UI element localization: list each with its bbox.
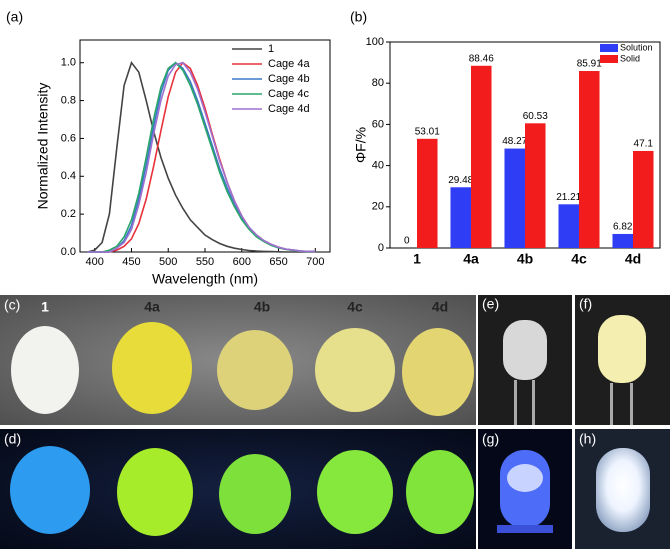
y-axis-label: Normalized Intensity: [35, 83, 51, 210]
bar: [633, 151, 654, 248]
legend-swatch: [600, 55, 618, 63]
sample-label: 4c: [347, 299, 363, 315]
x-tick-label: 450: [122, 256, 140, 268]
bar-value-label: 6.82: [613, 222, 633, 233]
panel-label: (e): [482, 296, 499, 312]
x-tick-label: 400: [86, 256, 104, 268]
x-tick-label: 500: [159, 256, 177, 268]
sample-label: 4b: [254, 299, 270, 315]
x-tick-label: 4c: [571, 251, 587, 267]
bar-value-label: 85.91: [577, 59, 602, 70]
bar: [417, 139, 438, 248]
bar-value-label: 48.27: [502, 136, 527, 147]
x-tick-label: 4a: [463, 251, 479, 267]
x-tick-label: 4d: [625, 251, 641, 267]
x-tick-label: 600: [233, 256, 251, 268]
bar-value-label: 29.48: [448, 175, 473, 186]
panel-label: (a): [6, 9, 23, 25]
bar: [471, 66, 492, 248]
panel-label: (f): [579, 296, 592, 312]
bar-value-label: 21.21: [556, 192, 581, 203]
figure: (a) (b) (c) (d) (e) (f) (g): [0, 0, 670, 549]
x-tick-label: 4b: [517, 251, 533, 267]
bar-value-label: 53.01: [415, 126, 440, 137]
legend-swatch: [600, 44, 618, 52]
bar-value-label: 88.46: [469, 53, 494, 64]
panel-label: (d): [4, 431, 21, 447]
legend-label: Cage 4d: [268, 103, 310, 115]
legend-label: Solution: [620, 42, 653, 52]
y-tick-label: 100: [366, 36, 384, 48]
y-tick-label: 1.0: [61, 57, 76, 69]
y-tick-label: 60: [372, 118, 384, 130]
legend-label: 1: [268, 43, 274, 55]
x-axis-label: Wavelength (nm): [152, 271, 258, 287]
y-tick-label: 0.2: [61, 208, 76, 220]
y-axis-label: ΦF/%: [353, 127, 369, 163]
x-tick-label: 700: [306, 256, 324, 268]
bar-value-label: 60.53: [523, 111, 548, 122]
bar: [558, 204, 579, 248]
bar: [504, 149, 525, 248]
panel-label: (b): [350, 9, 367, 25]
bar-value-label: 47.1: [634, 139, 654, 150]
panel-label: (c): [4, 297, 20, 313]
sample-label: 4a: [144, 299, 160, 315]
panel-label: (g): [482, 431, 499, 447]
bar: [579, 71, 600, 248]
legend-label: Cage 4a: [268, 58, 310, 70]
legend-label: Cage 4c: [268, 88, 309, 100]
y-tick-label: 0.0: [61, 246, 76, 258]
x-tick-label: 1: [413, 251, 421, 267]
sample-label: 1: [41, 299, 49, 315]
y-tick-label: 0.4: [61, 170, 76, 182]
legend-label: Solid: [620, 53, 640, 63]
bar: [612, 234, 633, 248]
bar: [525, 123, 546, 248]
y-tick-label: 0.8: [61, 94, 76, 106]
y-tick-label: 0: [378, 242, 384, 254]
y-tick-label: 20: [372, 201, 384, 213]
bar-value-label: 0: [404, 236, 410, 247]
y-tick-label: 0.6: [61, 132, 76, 144]
panel-label: (h): [579, 431, 596, 447]
y-tick-label: 80: [372, 77, 384, 89]
x-tick-label: 550: [196, 256, 214, 268]
bar: [450, 187, 471, 248]
x-tick-label: 650: [269, 256, 287, 268]
led-white: [596, 448, 650, 532]
y-tick-label: 40: [372, 160, 384, 172]
sample-label: 4d: [432, 299, 448, 315]
legend-label: Cage 4b: [268, 73, 310, 85]
